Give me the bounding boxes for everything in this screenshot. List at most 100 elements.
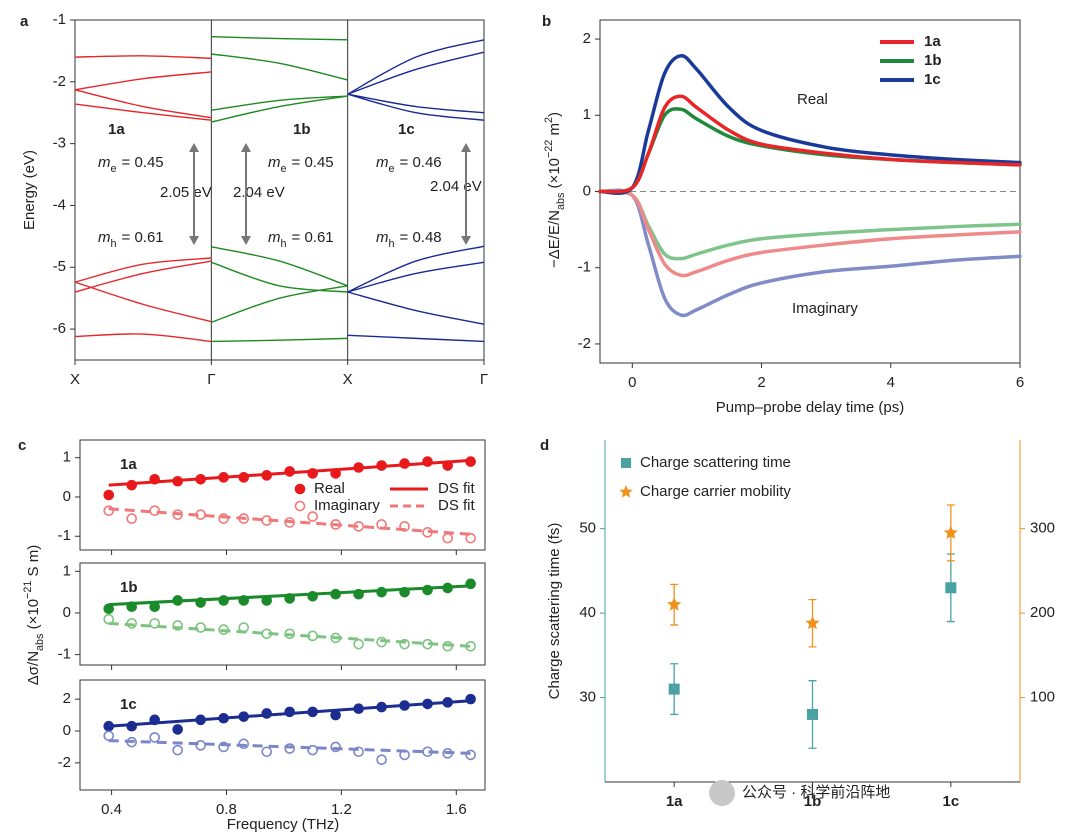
watermark-icon	[709, 780, 735, 806]
data-point	[330, 741, 341, 753]
material-label: 1a	[108, 121, 125, 138]
y-tick-label: 2	[63, 690, 71, 707]
data-point	[149, 732, 160, 743]
y-tick-label: -2	[58, 754, 71, 771]
data-point	[172, 744, 183, 756]
y-tick-label: -2	[53, 73, 66, 90]
legend-swatch	[294, 483, 306, 495]
legend-label: DS fit	[438, 480, 476, 497]
fit-line	[108, 699, 471, 728]
band-line	[211, 337, 348, 343]
label-part: S m)	[25, 545, 42, 581]
data-point	[172, 724, 183, 735]
effective-mass: me = 0.45	[98, 154, 164, 175]
data-point	[307, 744, 318, 756]
band-line	[74, 55, 212, 60]
y-tick-label: 1	[63, 449, 71, 466]
band-gap: 2.04 eV	[430, 178, 482, 195]
data-point	[218, 741, 229, 753]
effective-mass: mh = 0.61	[98, 229, 164, 250]
label-part: )	[546, 112, 563, 117]
y-tick-label: -5	[53, 258, 66, 275]
x-tick-label: 1.6	[446, 801, 467, 818]
band-line	[347, 51, 485, 95]
data-point	[149, 618, 160, 629]
trace	[598, 189, 1022, 278]
legend-label: 1c	[924, 71, 941, 88]
y-tick-label: -1	[58, 646, 71, 663]
material-label: 1b	[293, 121, 311, 138]
mass-value: = 0.61	[292, 229, 334, 246]
mass-subscript: h	[281, 238, 287, 250]
legend-label: DS fit	[438, 497, 476, 514]
legend-label: Charge carrier mobility	[640, 483, 791, 500]
mass-subscript: e	[111, 163, 117, 175]
band-line	[211, 95, 348, 123]
band-line	[74, 71, 212, 91]
data-point	[103, 489, 115, 501]
label-part: abs	[555, 192, 567, 210]
band-line	[74, 257, 212, 283]
data-point	[807, 708, 818, 720]
effective-mass: mh = 0.48	[376, 229, 442, 250]
x-tick-label: 1b	[804, 793, 822, 810]
y-tick-label: 1	[63, 562, 71, 579]
data-point	[667, 597, 682, 611]
data-point	[943, 525, 958, 539]
y-tick-label: 50	[579, 520, 596, 537]
x-tick-label: 0.4	[101, 801, 122, 818]
y-tick-label: -6	[53, 320, 66, 337]
label-part: abs	[34, 633, 46, 651]
panel-letter: c	[18, 437, 26, 454]
effective-mass: mh = 0.61	[268, 229, 334, 250]
label-part: Δσ/N	[25, 651, 42, 685]
effective-mass: me = 0.46	[376, 154, 442, 175]
fit-line	[108, 584, 471, 607]
mass-symbol: m	[98, 229, 111, 246]
band-line	[211, 95, 348, 111]
label-part: (×10	[546, 158, 563, 193]
legend-swatch	[621, 458, 631, 468]
trace	[598, 188, 1022, 318]
mass-value: = 0.46	[400, 154, 442, 171]
y-tick-label: -4	[53, 196, 66, 213]
fit-line	[108, 507, 471, 536]
data-point	[945, 582, 957, 594]
data-point	[172, 620, 183, 631]
arrow-head	[189, 236, 199, 245]
x-tick-label: 0.8	[216, 801, 237, 818]
effective-mass: me = 0.45	[268, 154, 334, 175]
y2-tick-label: 200	[1030, 604, 1055, 621]
x-tick-label: 4	[887, 374, 895, 391]
band-line	[347, 93, 485, 121]
x-tick-label: Γ	[480, 371, 488, 388]
x-tick-label: X	[343, 371, 353, 388]
data-point	[307, 511, 318, 522]
x-tick-label: Γ	[207, 371, 215, 388]
mass-value: = 0.45	[292, 154, 334, 171]
trace	[598, 189, 1022, 261]
mass-symbol: m	[376, 154, 389, 171]
data-point	[376, 754, 387, 766]
y2-tick-label: 100	[1030, 689, 1055, 706]
trace	[598, 54, 1022, 195]
y-tick-label: -2	[578, 335, 591, 352]
plot-frame	[79, 679, 486, 791]
annotation: Imaginary	[792, 300, 858, 317]
y-tick-label: 1	[583, 106, 591, 123]
band-line	[74, 89, 212, 119]
y-tick-label: -1	[53, 11, 66, 28]
band-line	[74, 103, 212, 121]
x-tick-label: X	[70, 371, 80, 388]
label-part: −ΔE/E/N	[546, 210, 563, 268]
y-axis-label: Energy (eV)	[21, 150, 38, 230]
y-axis-label: Charge scattering time (fs)	[546, 523, 563, 700]
mass-value: = 0.61	[122, 229, 164, 246]
y-tick-label: 0	[583, 182, 591, 199]
annotation: Real	[797, 91, 828, 108]
band-line	[347, 93, 485, 114]
mass-subscript: h	[389, 238, 395, 250]
y-tick-label: 2	[583, 30, 591, 47]
material-label: 1c	[398, 121, 415, 138]
